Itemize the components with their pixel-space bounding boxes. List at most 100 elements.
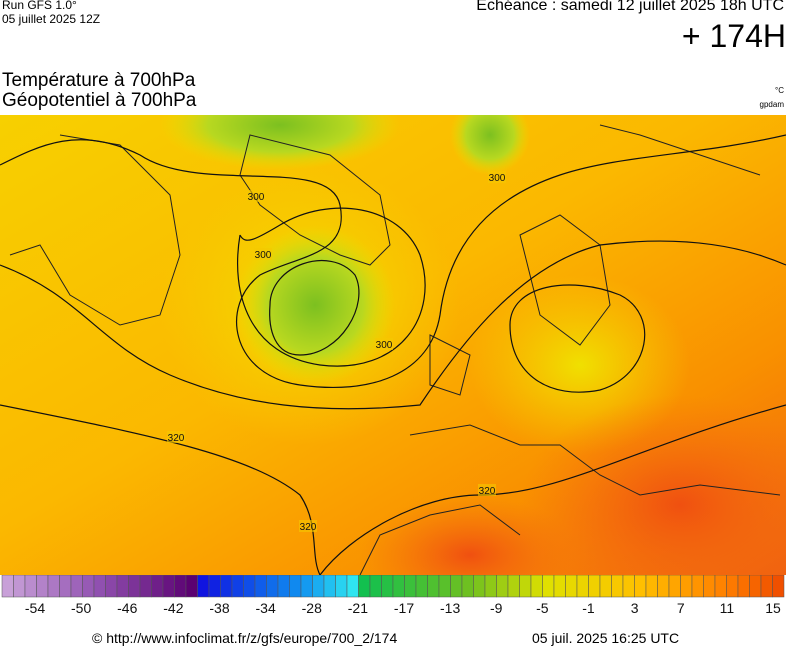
contour-label: 300 (489, 173, 506, 184)
colorbar-swatch (760, 575, 773, 598)
colorbar-swatch (231, 575, 244, 598)
title-line-2: Géopotentiel à 700hPa (2, 90, 197, 111)
colorbar-swatch (369, 575, 382, 598)
contour-labels: 300 300 300 300 320 320 320 (167, 171, 506, 533)
colorbar-swatch (703, 575, 716, 598)
colorbar-swatch (392, 575, 405, 598)
title-line-1: Température à 700hPa (2, 70, 196, 91)
colorbar-swatch (346, 575, 359, 598)
colorbar-swatch (680, 575, 693, 598)
colorbar-swatch (519, 575, 532, 598)
colorbar-swatch (266, 575, 279, 598)
field (520, 395, 786, 575)
colorbar-swatch (772, 575, 785, 598)
colorbar-swatch (59, 575, 72, 598)
colorbar-swatch (335, 575, 348, 598)
colorbar-label: 11 (720, 600, 735, 616)
contour-label-bg (254, 248, 272, 260)
colorbar-swatch (82, 575, 95, 598)
colorbar-swatch (473, 575, 486, 598)
contour-label: 320 (479, 486, 496, 497)
colorbar-swatch (714, 575, 727, 598)
contour-label-bg (375, 338, 393, 350)
colorbar-swatch (116, 575, 129, 598)
unit-geo: gpdam (759, 100, 784, 109)
colorbar-swatches (1, 575, 785, 598)
contour-label: 320 (300, 522, 317, 533)
field (360, 495, 580, 575)
unit-temp: °C (775, 86, 784, 95)
colorbar-label: -9 (490, 600, 503, 616)
colorbar-swatch (358, 575, 371, 598)
colorbar-swatch (300, 575, 313, 598)
colorbar: -54 -50 -46 -42 -38 -34 -28 -21 -17 -13 -9 -5 -1 3 7 11… (1, 575, 785, 616)
colorbar-swatch (726, 575, 739, 598)
contour-label: 300 (248, 192, 265, 203)
colorbar-swatch (139, 575, 152, 598)
colorbar-swatch (588, 575, 601, 598)
lead-time: + 174H (681, 18, 786, 54)
contour-label-bg (478, 484, 496, 496)
colorbar-label: -13 (440, 600, 460, 616)
colorbar-swatch (36, 575, 49, 598)
contour-label-bg (299, 520, 317, 532)
colorbar-swatch (691, 575, 704, 598)
colorbar-swatch (151, 575, 164, 598)
contour-label-bg (488, 171, 506, 183)
run: Run GFS 1.0° (2, 0, 77, 12)
colorbar-swatch (197, 575, 210, 598)
colorbar-swatch (381, 575, 394, 598)
colorbar-swatch (128, 575, 141, 598)
colorbar-label: 15 (765, 600, 781, 616)
colorbar-swatch (277, 575, 290, 598)
contour-label: 300 (376, 340, 393, 351)
colorbar-swatch (645, 575, 658, 598)
footer-url: © http://www.infoclimat.fr/z/gfs/europe/… (92, 630, 398, 646)
colorbar-swatch (24, 575, 37, 598)
colorbar-label: -54 (25, 600, 45, 616)
colorbar-swatch (484, 575, 497, 598)
colorbar-labels: -54 -50 -46 -42 -38 -34 -28 -21 -17 -13 -9 -5 -1 3 7 11… (25, 600, 781, 616)
colorbar-label: -17 (394, 600, 414, 616)
colorbar-swatch (243, 575, 256, 598)
colorbar-swatch (404, 575, 417, 598)
colorbar-swatch (185, 575, 198, 598)
colorbar-swatch (507, 575, 520, 598)
colorbar-swatch (93, 575, 106, 598)
colorbar-label: -28 (302, 600, 322, 616)
colorbar-swatch (611, 575, 624, 598)
colorbar-swatch (461, 575, 474, 598)
colorbar-swatch (634, 575, 647, 598)
colorbar-swatch (289, 575, 302, 598)
colorbar-swatch (622, 575, 635, 598)
colorbar-swatch (749, 575, 762, 598)
contour-label: 320 (168, 433, 185, 444)
colorbar-swatch (553, 575, 566, 598)
colorbar-label: -46 (117, 600, 137, 616)
colorbar-swatch (312, 575, 325, 598)
run-date: 05 juillet 2025 12Z (2, 12, 101, 26)
colorbar-label: 3 (631, 600, 639, 616)
colorbar-swatch (70, 575, 83, 598)
colorbar-swatch (162, 575, 175, 598)
colorbar-swatch (208, 575, 221, 598)
colorbar-label: -1 (582, 600, 595, 616)
contour-label: 300 (255, 250, 272, 261)
colorbar-swatch (254, 575, 267, 598)
colorbar-label: -42 (163, 600, 183, 616)
colorbar-swatch (415, 575, 428, 598)
colorbar-swatch (105, 575, 118, 598)
colorbar-swatch (427, 575, 440, 598)
colorbar-swatch (450, 575, 463, 598)
colorbar-swatch (576, 575, 589, 598)
colorbar-swatch (438, 575, 451, 598)
colorbar-swatch (174, 575, 187, 598)
colorbar-swatch (657, 575, 670, 598)
colorbar-swatch (220, 575, 233, 598)
colorbar-label: -50 (71, 600, 91, 616)
colorbar-swatch (323, 575, 336, 598)
colorbar-label: -38 (209, 600, 229, 616)
colorbar-swatch (13, 575, 26, 598)
map: 300 300 300 300 320 320 320 (0, 115, 786, 575)
